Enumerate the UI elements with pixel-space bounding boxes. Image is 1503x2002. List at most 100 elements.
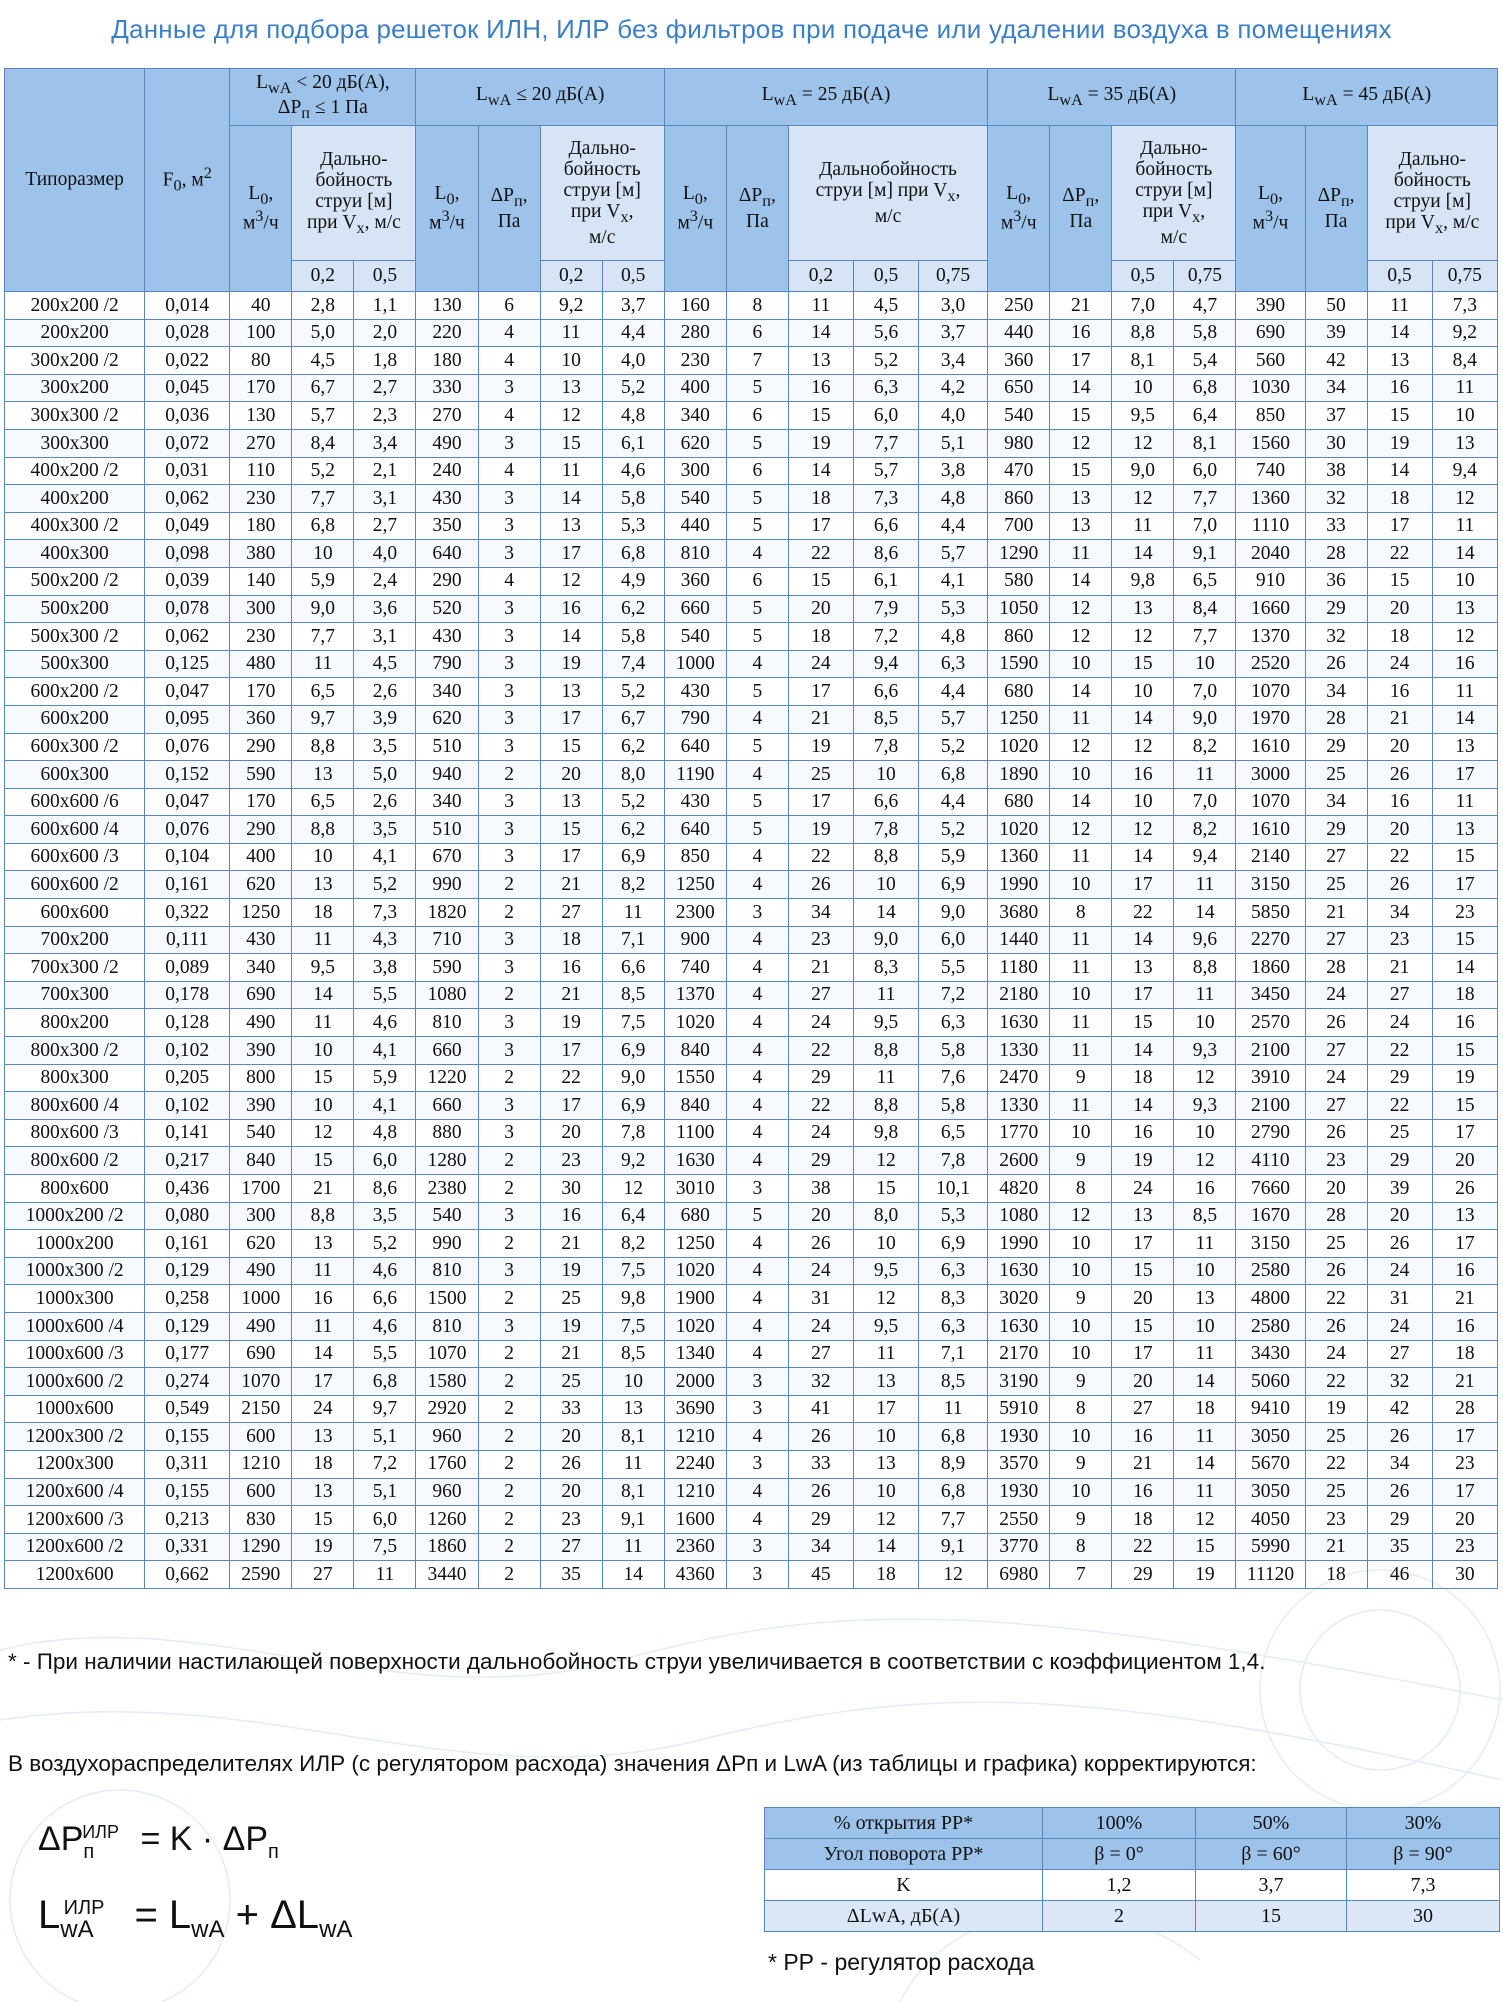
table-cell: 23 <box>1431 1532 1499 1562</box>
table-cell: 2,6 <box>353 677 417 706</box>
table-cell: 1670 <box>1235 1201 1306 1231</box>
table-cell: 13 <box>1366 346 1433 375</box>
table-cell: 13 <box>291 1477 355 1507</box>
table-cell: 380 <box>229 539 293 568</box>
table-cell: 14 <box>1111 842 1175 872</box>
table-cell: 10 <box>1431 401 1499 430</box>
table-cell: 33 <box>1304 511 1368 541</box>
table-cell: 5,9 <box>291 566 355 596</box>
table-cell: 430 <box>415 622 479 651</box>
table-cell: 6,2 <box>601 594 665 624</box>
table-cell: 810 <box>415 1008 479 1038</box>
table-cell: 4,6 <box>601 456 665 486</box>
table-cell: 840 <box>229 1146 293 1175</box>
table-cell: 9,3 <box>1173 1036 1237 1065</box>
table-cell: 32 <box>787 1367 854 1396</box>
table-cell: 15 <box>539 815 603 844</box>
table-cell: 390 <box>1235 291 1306 320</box>
correction-table: % открытия РР* 100% 50% 30% Угол поворота РР… <box>764 1807 1500 1932</box>
table-cell: 21 <box>539 1339 603 1369</box>
table-cell: 0,028 <box>144 318 231 348</box>
table-cell: 17 <box>1366 511 1433 541</box>
table-cell: 27 <box>539 898 603 927</box>
table-cell: 1020 <box>663 1008 727 1038</box>
table-cell: 13 <box>539 787 603 817</box>
table-cell: 0,072 <box>144 428 231 458</box>
cell-typesize: 1000x600 /2 <box>3 1367 146 1396</box>
table-cell: 10 <box>852 760 920 789</box>
table-cell: 4,0 <box>353 539 417 568</box>
table-cell: 11 <box>1431 787 1499 817</box>
table-cell: 1610 <box>1235 732 1306 762</box>
header-l0: L0, м3/ч <box>663 125 727 292</box>
table-cell: 15 <box>1431 1091 1499 1120</box>
table-cell: 520 <box>415 594 479 624</box>
table-cell: 7,3 <box>852 484 920 513</box>
table-cell: 3,5 <box>353 815 417 844</box>
table-row: 500x200 /2 0,039 140 5,9 2,4 290 4 12 4,9 360 6 15 6… <box>3 566 1499 596</box>
table-cell: 22 <box>1366 539 1433 568</box>
table-cell: 2100 <box>1235 1091 1306 1120</box>
table-cell: 6,5 <box>1173 566 1237 596</box>
table-cell: 11 <box>291 1311 355 1341</box>
table-cell: 5,2 <box>601 787 665 817</box>
table-cell: 11 <box>1049 1008 1113 1038</box>
cell-typesize: 600x600 /4 <box>3 815 146 844</box>
table-cell: 8,8 <box>852 1091 920 1120</box>
table-cell: 1370 <box>663 980 727 1010</box>
table-cell: 0,102 <box>144 1036 231 1065</box>
header-vx: 0,5 <box>353 260 417 292</box>
table-cell: 440 <box>987 318 1051 348</box>
table-cell: 4 <box>725 980 789 1010</box>
table-cell: 8,0 <box>852 1201 920 1231</box>
table-cell: 19 <box>539 649 603 679</box>
table-cell: 1,8 <box>353 346 417 375</box>
table-cell: 27 <box>1304 925 1368 955</box>
table-cell: 5 <box>725 1201 789 1231</box>
table-cell: 29 <box>1111 1560 1175 1589</box>
table-cell: 1210 <box>663 1477 727 1507</box>
table-cell: 30 <box>539 1174 603 1203</box>
table-cell: 3000 <box>1235 760 1306 789</box>
table-cell: 8,5 <box>852 704 920 734</box>
table-cell: 4,5 <box>291 346 355 375</box>
table-cell: 5 <box>725 787 789 817</box>
table-row: 300x300 0,072 270 8,4 3,4 490 3 15 6,1 620 5 19 7,7 5… <box>3 428 1499 458</box>
table-cell: 5670 <box>1235 1449 1306 1479</box>
header-l0: L0, м3/ч <box>229 125 293 292</box>
cell-typesize: 400x200 /2 <box>3 456 146 486</box>
table-row: 1200x600 /4 0,155 600 13 5,1 960 2 20 8,1 1210 4 26… <box>3 1477 1499 1507</box>
table-cell: 16 <box>1173 1174 1237 1203</box>
table-cell: 17 <box>1111 870 1175 900</box>
table-cell: 6,6 <box>852 511 920 541</box>
table-cell: 490 <box>415 428 479 458</box>
table-cell: 6,3 <box>918 649 989 679</box>
table-cell: 6 <box>725 456 789 486</box>
table-cell: 330 <box>415 373 479 403</box>
table-cell: 17 <box>539 842 603 872</box>
table-cell: 19 <box>1173 1560 1237 1589</box>
table-cell: 16 <box>291 1284 355 1313</box>
table-row: 400x200 0,062 230 7,7 3,1 430 3 14 5,8 540 5 18 7,3 4… <box>3 484 1499 513</box>
table-cell: 12 <box>539 401 603 430</box>
header-l0: L0, м3/ч <box>987 125 1051 292</box>
table-cell: 5 <box>725 594 789 624</box>
table-cell: 6,5 <box>918 1118 989 1148</box>
table-cell: 20 <box>1366 732 1433 762</box>
table-cell: 4,4 <box>918 787 989 817</box>
table-cell: 300 <box>229 1201 293 1231</box>
cell-typesize: 1200x600 /3 <box>3 1505 146 1534</box>
table-cell: 13 <box>1431 1201 1499 1231</box>
table-cell: 480 <box>229 649 293 679</box>
table-cell: 1970 <box>1235 704 1306 734</box>
table-cell: 18 <box>1431 980 1499 1010</box>
table-cell: 8,5 <box>1173 1201 1237 1231</box>
table-row: 800x600 /2 0,217 840 15 6,0 1280 2 23 9,2 1630 4 29… <box>3 1146 1499 1175</box>
table-cell: 5,2 <box>918 815 989 844</box>
table-row: 400x200 /2 0,031 110 5,2 2,1 240 4 11 4,6 300 6 14 5… <box>3 456 1499 486</box>
table-cell: 11 <box>539 318 603 348</box>
table-cell: 14 <box>1431 704 1499 734</box>
table-cell: 12 <box>1111 428 1175 458</box>
table-cell: 2,0 <box>353 318 417 348</box>
table-cell: 13 <box>1111 953 1175 982</box>
